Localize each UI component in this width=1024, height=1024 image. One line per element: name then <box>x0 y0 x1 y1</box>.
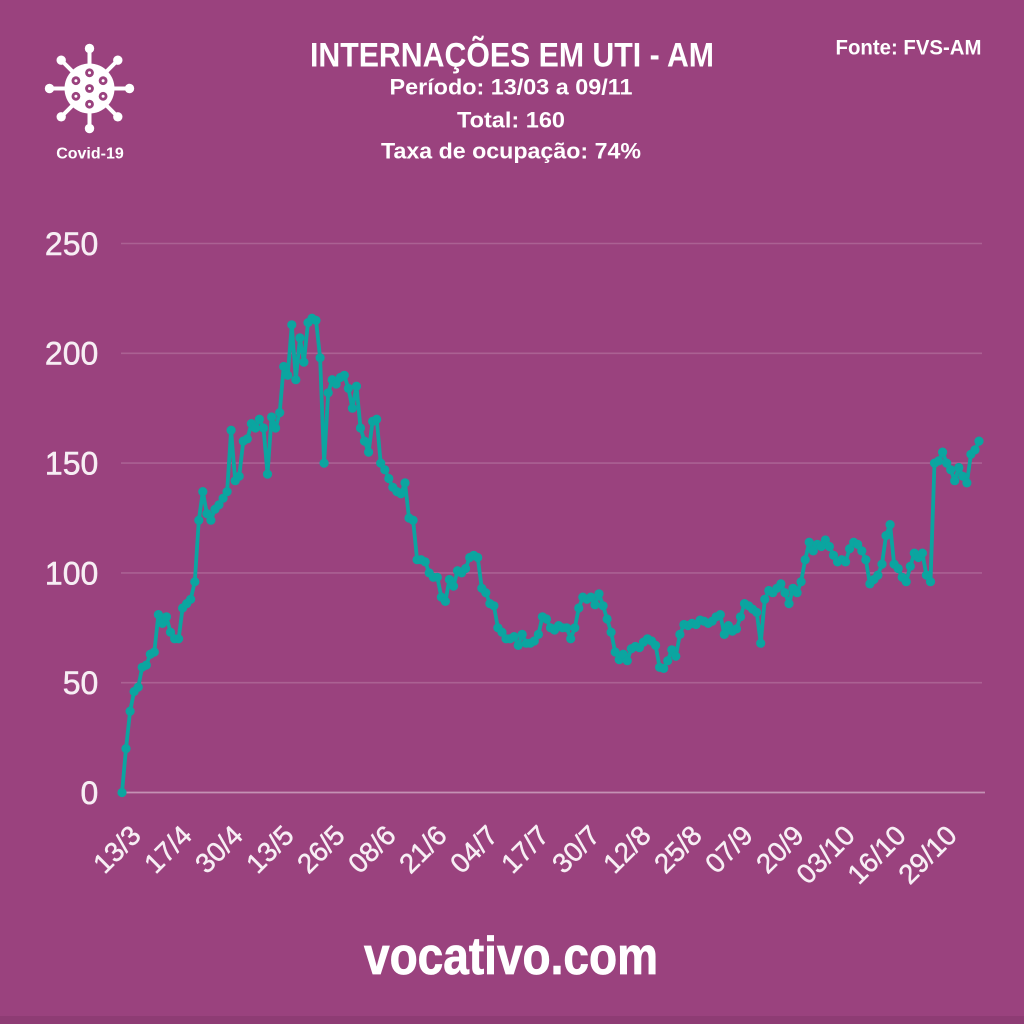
svg-text:0: 0 <box>81 775 99 811</box>
svg-text:Fonte: FVS-AM: Fonte: FVS-AM <box>836 36 982 60</box>
svg-text:Total: 160: Total: 160 <box>457 108 565 133</box>
svg-text:INTERNAÇÕES EM UTI - AM: INTERNAÇÕES EM UTI - AM <box>310 37 714 75</box>
svg-text:Covid-19: Covid-19 <box>56 146 124 163</box>
svg-text:Taxa de ocupação: 74%: Taxa de ocupação: 74% <box>381 139 641 164</box>
svg-text:250: 250 <box>45 226 98 262</box>
svg-text:vocativo.com: vocativo.com <box>364 927 658 986</box>
svg-text:150: 150 <box>45 446 98 482</box>
svg-text:Período: 13/03 a 09/11: Período: 13/03 a 09/11 <box>390 75 633 100</box>
svg-text:100: 100 <box>45 555 98 591</box>
svg-text:50: 50 <box>63 665 99 701</box>
svg-text:200: 200 <box>45 336 98 372</box>
